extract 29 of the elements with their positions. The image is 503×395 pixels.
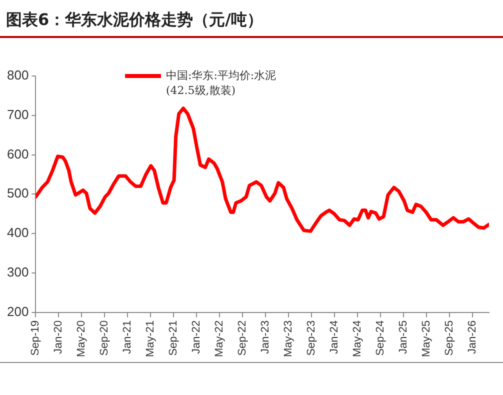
x-tick-label: May-24 (352, 320, 364, 358)
y-tick-label: 700 (6, 106, 29, 122)
x-tick-label: Jan-24 (328, 320, 341, 354)
x-tick-label: Sep-19 (30, 320, 42, 356)
x-tick-label: Sep-23 (306, 320, 318, 356)
x-tick-label: Jan-22 (190, 320, 203, 354)
x-tick-label: Sep-21 (168, 320, 180, 356)
x-tick-label: Sep-20 (98, 320, 111, 356)
x-tick-label: May-20 (76, 320, 88, 358)
x-tick-label: Sep-24 (374, 320, 387, 356)
x-tick-label: May-21 (144, 320, 157, 358)
x-tick-label: May-25 (420, 320, 433, 358)
x-tick-label: Jan-20 (52, 320, 65, 354)
y-tick-label: 400 (6, 225, 29, 240)
x-tick-label: Jan-23 (260, 320, 272, 354)
y-tick-label: 200 (6, 304, 29, 319)
x-tick-label: May-22 (214, 320, 226, 358)
chart-title: 图表6：华东水泥价格走势（元/吨） (6, 10, 263, 31)
legend-label: 中国:华东:平均价:水泥(42.5级,散装) (166, 68, 278, 98)
x-tick-label: Sep-22 (236, 320, 249, 356)
x-tick-label: Jan-26 (466, 320, 479, 354)
x-tick-label: Jan-25 (398, 320, 410, 354)
y-tick-label: 800 (6, 68, 29, 83)
x-tick-label: May-23 (282, 320, 295, 358)
x-tick-label: Jan-21 (122, 320, 134, 354)
y-tick-label: 300 (6, 264, 29, 280)
y-tick-label: 500 (6, 186, 29, 201)
x-tick-label: Sep-25 (444, 320, 456, 356)
y-tick-label: 600 (6, 146, 29, 162)
